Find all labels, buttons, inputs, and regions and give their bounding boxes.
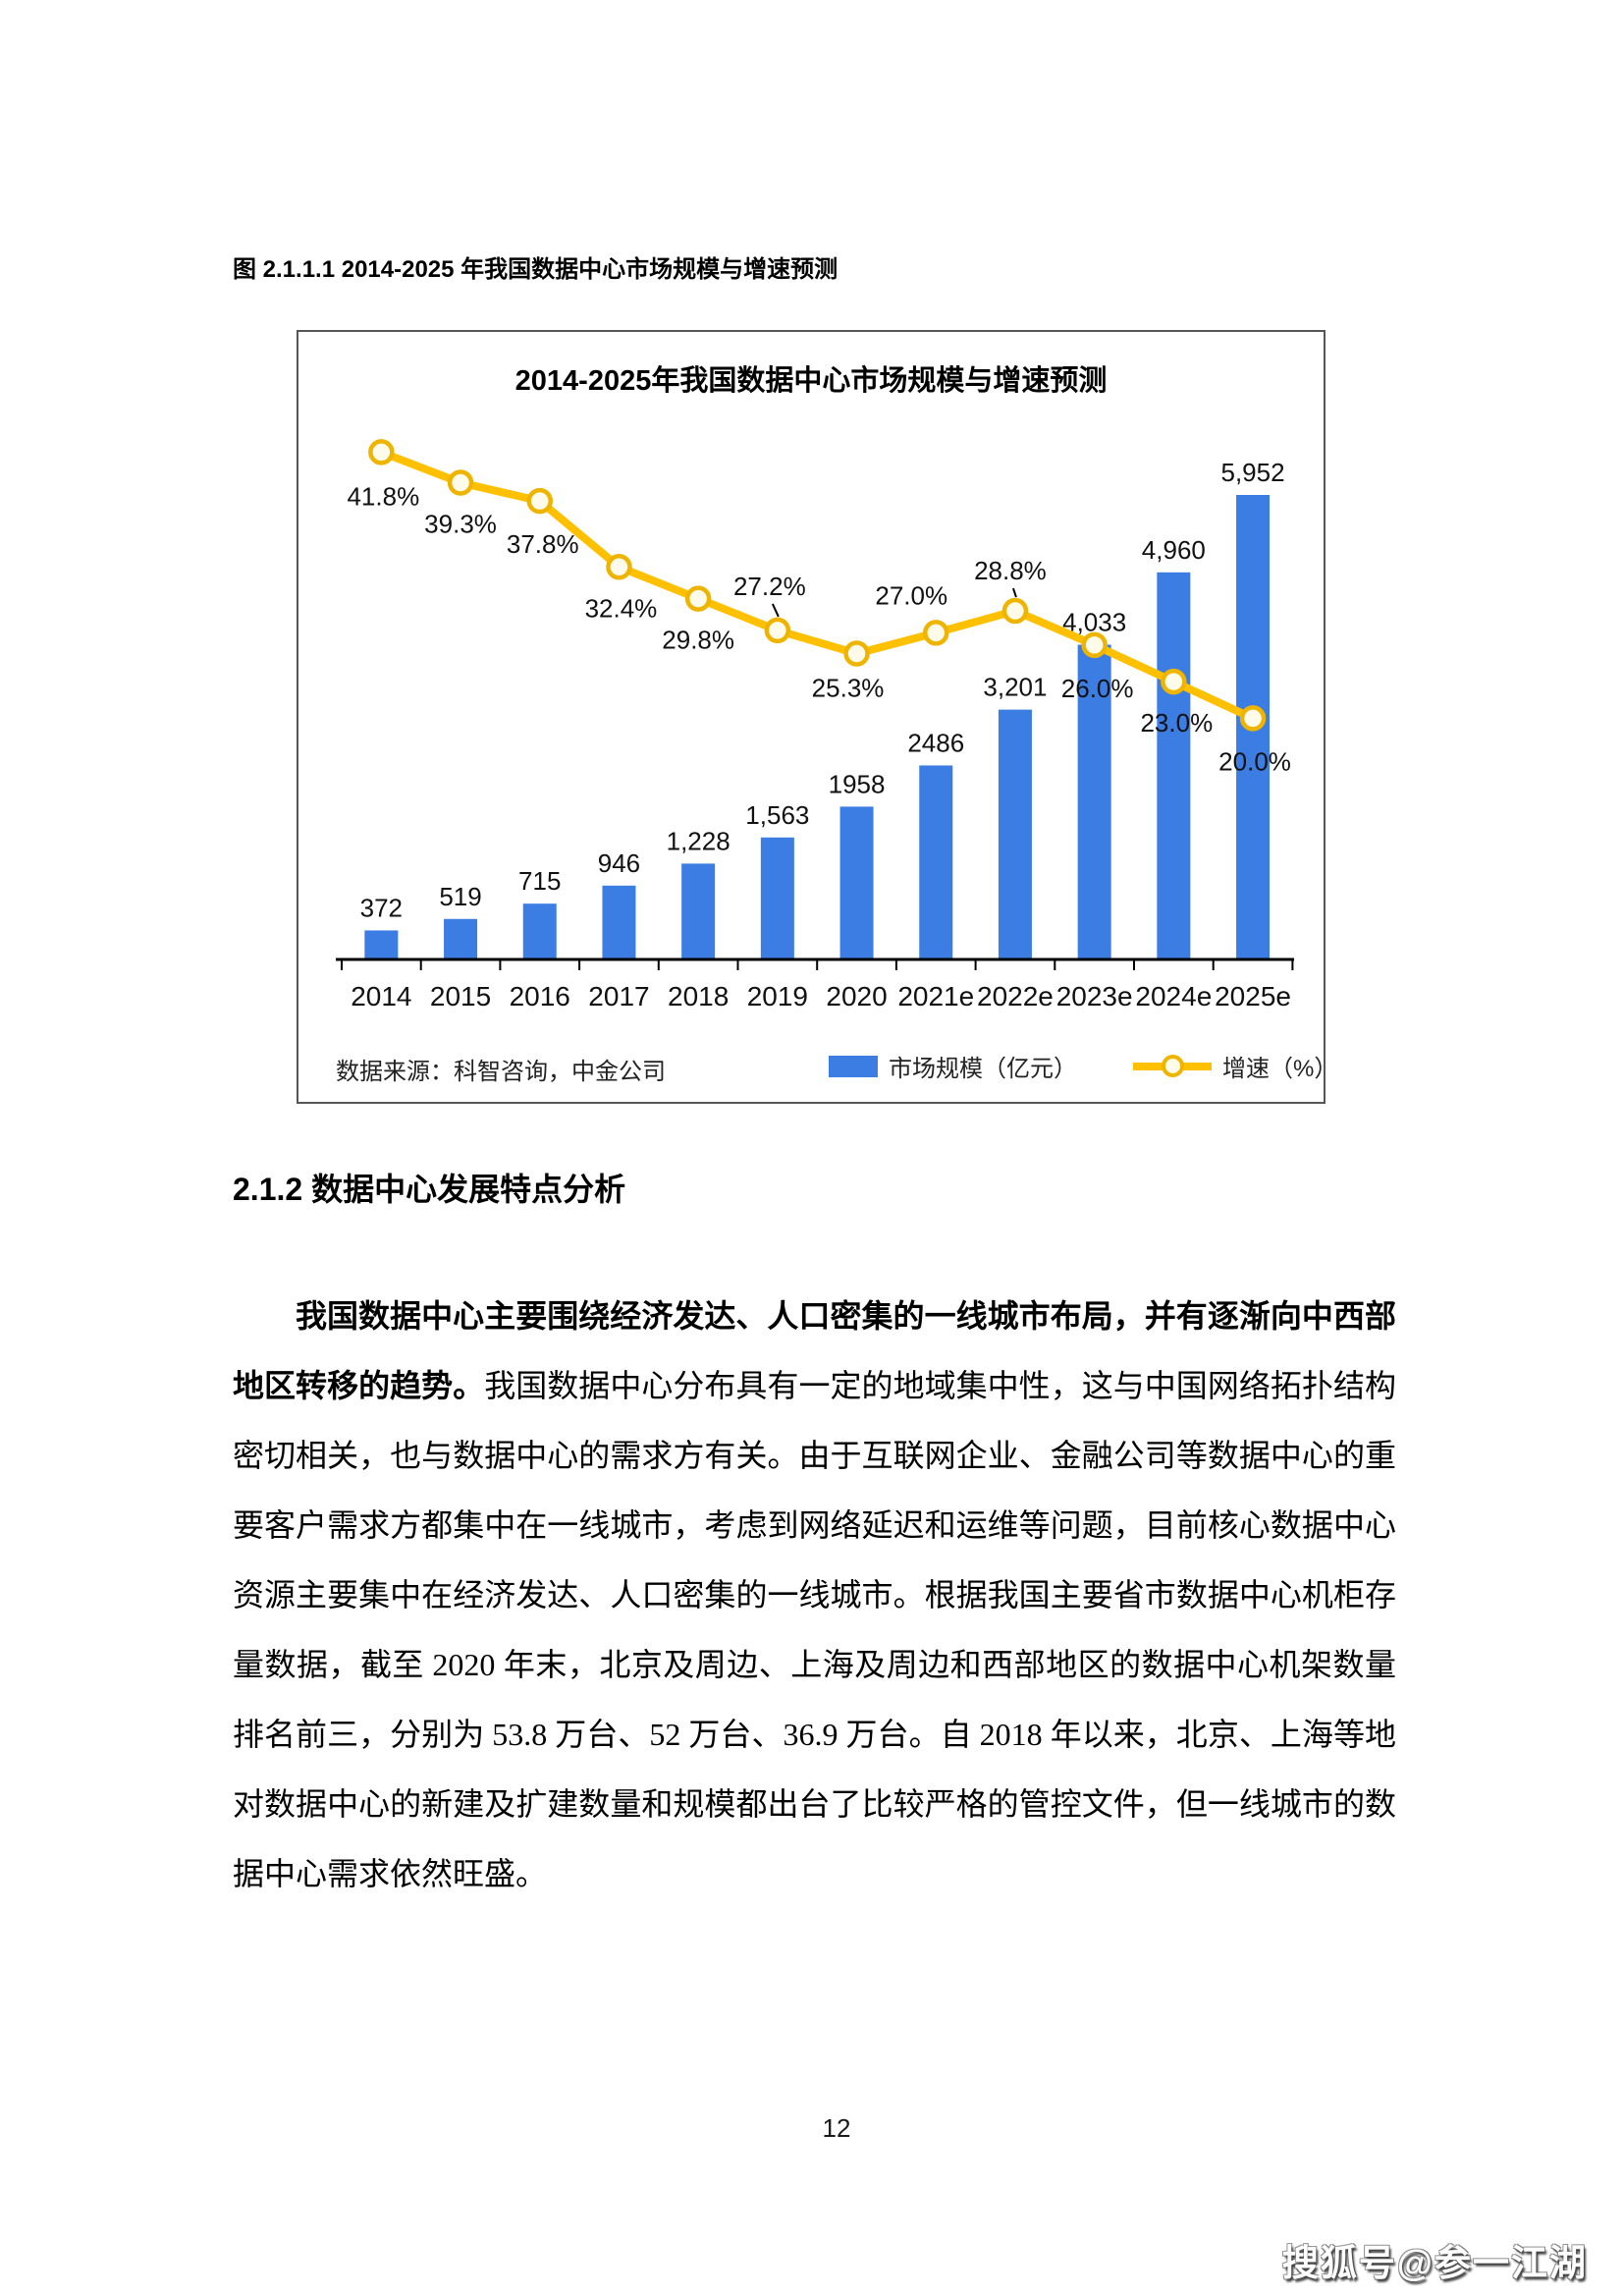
growth-value-label: 41.8% (347, 481, 419, 511)
growth-value-label: 39.3% (424, 510, 497, 539)
growth-marker (526, 487, 553, 515)
bar-value-label: 1,563 (745, 800, 809, 830)
x-axis-label: 2022e (977, 981, 1054, 1011)
figure-caption: 图 2.1.1.1 2014-2025 年我国数据中心市场规模与增速预测 (233, 256, 839, 283)
section-heading: 2.1.2 数据中心发展特点分析 (233, 1172, 626, 1207)
x-axis-label: 2021e (897, 981, 974, 1011)
bar-2018 (681, 863, 716, 959)
legend-growth-rate: 增速（%） (1133, 1049, 1337, 1083)
bar-value-label: 3,201 (983, 673, 1047, 702)
bar-2024e (1157, 572, 1191, 959)
bar-2017 (602, 885, 636, 959)
x-axis-label: 2024e (1135, 981, 1212, 1011)
growth-marker (368, 439, 395, 465)
x-axis-label: 2019 (747, 981, 808, 1011)
legend-line-swatch-icon (1133, 1054, 1212, 1077)
growth-value-label: 27.2% (733, 572, 806, 601)
x-axis-label: 2016 (510, 981, 570, 1011)
growth-value-label: 20.0% (1218, 746, 1291, 776)
growth-value-label: 23.0% (1140, 708, 1213, 738)
bar-2014 (364, 930, 399, 959)
x-axis-label: 2018 (668, 981, 729, 1011)
paragraph-body: 我国数据中心分布具有一定的地域集中性，这与中国网络拓扑结构密切相关，也与数据中心… (233, 1368, 1396, 1891)
growth-marker (1239, 705, 1267, 732)
growth-value-label: 32.4% (585, 593, 658, 623)
bar-value-label: 4,960 (1142, 535, 1206, 565)
bar-2019 (760, 837, 794, 959)
chart-source: 数据来源：科智咨询，中金公司 (336, 1059, 666, 1085)
chart-title: 2014-2025年我国数据中心市场规模与增速预测 (514, 365, 1108, 397)
bar-value-label: 519 (439, 882, 481, 911)
bar-value-label: 1,228 (667, 826, 730, 855)
bar-2016 (522, 903, 557, 959)
growth-value-label: 29.8% (662, 626, 734, 655)
body-paragraph: 我国数据中心主要围绕经济发达、人口密集的一线城市布局，并有逐渐向中西部地区转移的… (233, 1282, 1396, 1909)
bar-2022e (998, 709, 1032, 959)
bar-2015 (444, 918, 478, 959)
page-number: 12 (822, 2113, 851, 2143)
bar-value-label: 4,033 (1062, 608, 1126, 637)
growth-value-label: 37.8% (507, 529, 579, 559)
growth-marker (923, 620, 949, 646)
bar-value-label: 946 (598, 848, 640, 878)
bar-value-label: 372 (360, 893, 403, 922)
growth-value-label: 26.0% (1061, 674, 1134, 703)
legend-line-marker-icon (1162, 1054, 1184, 1077)
bar-value-label: 1958 (829, 769, 886, 798)
legend-bar-swatch-icon (829, 1055, 878, 1077)
x-axis-label: 2025e (1215, 981, 1291, 1011)
x-axis-label: 2017 (588, 981, 649, 1011)
growth-line (377, 448, 1258, 723)
bar-2021e (919, 765, 953, 959)
growth-value-label: 25.3% (812, 674, 885, 703)
growth-marker (764, 617, 791, 644)
bar-value-label: 2486 (907, 728, 964, 757)
bar-2020 (839, 806, 874, 959)
x-axis-label: 2020 (826, 981, 887, 1011)
x-axis-label: 2015 (430, 981, 491, 1011)
legend-market-size: 市场规模（亿元） (829, 1049, 1077, 1083)
growth-marker (447, 469, 474, 496)
legend-line-label: 增速（%） (1222, 1056, 1338, 1082)
growth-value-label: 27.0% (875, 580, 947, 610)
chart-plot-area: 2014 2015 2016 2017 2018 2019 2020 2021e 2022e 20… (336, 439, 1294, 1011)
growth-marker (843, 640, 870, 667)
legend-bar-label: 市场规模（亿元） (889, 1056, 1077, 1082)
bar-value-label: 715 (518, 866, 561, 896)
growth-marker (684, 585, 712, 612)
bar-value-label: 5,952 (1221, 458, 1285, 487)
label-leader-line (771, 603, 780, 618)
paragraph-bold-lead: 我国数据中心主要围绕经济发达、人口密集的一线城市布局，并有逐渐向中西部地区转移的… (233, 1298, 1396, 1403)
x-axis-label: 2023e (1056, 981, 1133, 1011)
growth-marker (1001, 597, 1029, 625)
x-axis-label: 2014 (351, 981, 411, 1011)
market-size-growth-chart: 2014-2025年我国数据中心市场规模与增速预测 2014 2015 2016 20… (297, 330, 1337, 1104)
growth-marker (1161, 668, 1187, 695)
growth-value-label: 28.8% (974, 556, 1047, 585)
label-leader-line (1012, 587, 1017, 598)
growth-marker (1081, 631, 1108, 659)
watermark: 搜狐号@参一江湖 (1281, 2243, 1588, 2283)
growth-marker (606, 554, 632, 580)
bar-2023e (1077, 644, 1111, 959)
